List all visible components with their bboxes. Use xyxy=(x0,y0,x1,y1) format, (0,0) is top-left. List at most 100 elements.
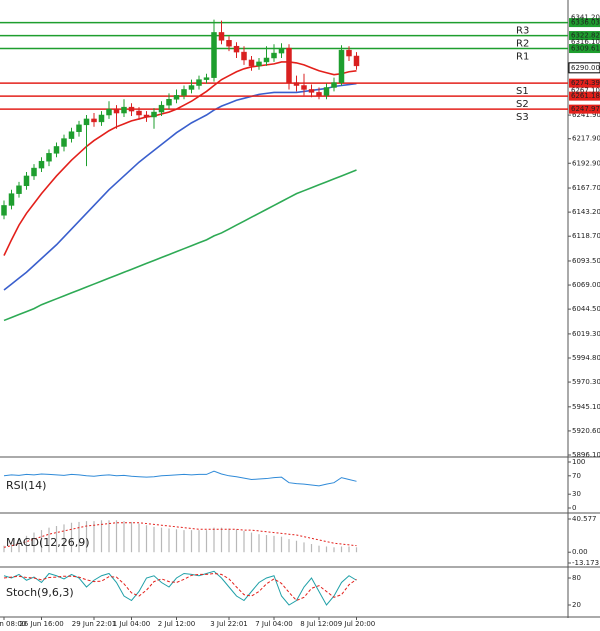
level-name: R3 xyxy=(516,26,529,37)
histogram-bar xyxy=(160,527,163,553)
histogram-bar xyxy=(70,522,73,553)
indicator-line xyxy=(3,470,357,487)
indicator-title: RSI(14) xyxy=(6,479,46,492)
level-value: 6336.03 xyxy=(571,19,600,27)
histogram-bar xyxy=(198,530,200,553)
histogram-bar xyxy=(123,521,125,553)
histogram-bar xyxy=(235,529,238,553)
level-name: S1 xyxy=(516,86,529,97)
histogram-bar xyxy=(243,530,245,553)
level-name: S2 xyxy=(516,99,529,110)
histogram-bar xyxy=(78,521,80,553)
candle-body xyxy=(308,89,315,93)
candle-body xyxy=(53,146,60,154)
histogram-bar xyxy=(310,544,313,553)
level-tag xyxy=(569,104,600,114)
histogram-bar xyxy=(258,534,260,553)
x-tick-label: 3 Jul 22:01 xyxy=(210,620,248,628)
y-tick-label: 6241.90 xyxy=(572,111,600,119)
histogram-bar xyxy=(205,530,208,553)
candle-body xyxy=(98,114,105,123)
candle-body xyxy=(121,106,127,114)
x-tick-label: 7 Jul 04:00 xyxy=(255,620,293,628)
y-tick-label: -13.173 xyxy=(572,559,599,567)
histogram-bar xyxy=(325,546,328,553)
y-tick-label: 6143.20 xyxy=(572,208,600,216)
level-name: R2 xyxy=(516,39,529,50)
level-tag xyxy=(569,31,600,41)
candle-body xyxy=(31,167,37,177)
histogram-bar xyxy=(273,535,275,553)
candle-body xyxy=(166,99,172,106)
level-tag xyxy=(569,91,600,101)
histogram-bar xyxy=(85,521,88,553)
level-value: 6322.82 xyxy=(571,32,600,40)
y-tick-label: 5994.80 xyxy=(572,354,600,362)
moving-average xyxy=(3,61,357,256)
histogram-bar xyxy=(250,532,253,553)
histogram-bar xyxy=(153,526,155,553)
candle-body xyxy=(16,185,22,194)
x-tick-label: 26 Jun 16:00 xyxy=(19,620,63,628)
candle-body xyxy=(76,124,82,132)
histogram-bar xyxy=(303,542,305,553)
histogram-bar xyxy=(33,532,35,553)
y-tick-label: 5970.30 xyxy=(572,378,600,386)
price-tag: 6267.10 xyxy=(571,86,600,94)
candle-body xyxy=(203,77,210,80)
price-tag: 6341.20 xyxy=(571,13,600,21)
y-tick-label: 6167.70 xyxy=(572,184,600,192)
y-tick-label: 0.00 xyxy=(572,548,588,556)
histogram-bar xyxy=(183,530,185,553)
candle-body xyxy=(346,49,352,57)
indicator-line xyxy=(3,572,357,602)
histogram-bar xyxy=(63,524,65,553)
histogram-bar xyxy=(228,528,230,553)
histogram-bar xyxy=(280,536,283,553)
histogram-bar xyxy=(145,525,148,553)
histogram-bar xyxy=(40,530,43,553)
histogram-bar xyxy=(340,546,343,553)
candle-body xyxy=(46,153,52,162)
price-tag: 6316.10 xyxy=(571,38,600,46)
histogram-bar xyxy=(333,547,335,553)
candle-body xyxy=(151,111,157,118)
candle-body xyxy=(278,47,285,54)
histogram-bar xyxy=(108,520,110,553)
histogram-bar xyxy=(130,521,133,553)
candle-body xyxy=(158,104,165,113)
candle-body xyxy=(38,160,45,169)
candle-body xyxy=(323,87,330,96)
histogram-bar xyxy=(138,523,140,553)
histogram-bar xyxy=(318,545,320,553)
y-tick-label: 6044.50 xyxy=(572,305,600,313)
candle-body xyxy=(68,131,75,139)
candle-body xyxy=(1,205,7,216)
y-tick-label: 6118.70 xyxy=(572,232,600,240)
candle-body xyxy=(353,55,360,67)
y-tick-label: 6019.30 xyxy=(572,330,600,338)
histogram-bar xyxy=(115,520,118,553)
x-tick-label: 2 Jul 12:00 xyxy=(158,620,196,628)
histogram-bar xyxy=(48,527,50,553)
histogram-bar xyxy=(10,542,13,553)
candle-body xyxy=(256,61,262,67)
y-tick-label: 80 xyxy=(572,574,581,582)
y-tick-label: 6093.50 xyxy=(572,257,600,265)
y-tick-label: 6192.90 xyxy=(572,159,600,167)
candle-body xyxy=(136,110,142,116)
candle-body xyxy=(106,108,112,116)
candle-body xyxy=(8,193,15,206)
candle-body xyxy=(91,118,97,123)
y-tick-label: 5896.10 xyxy=(572,451,600,459)
histogram-bar xyxy=(100,520,103,553)
y-tick-label: 20 xyxy=(572,601,581,609)
x-tick-label: 9 Jul 20:00 xyxy=(338,620,376,628)
level-value: 6274.39 xyxy=(571,79,600,87)
y-tick-label: 100 xyxy=(572,458,585,466)
candle-body xyxy=(241,51,247,61)
y-tick-label: 5920.60 xyxy=(572,427,600,435)
candle-body xyxy=(113,108,120,114)
